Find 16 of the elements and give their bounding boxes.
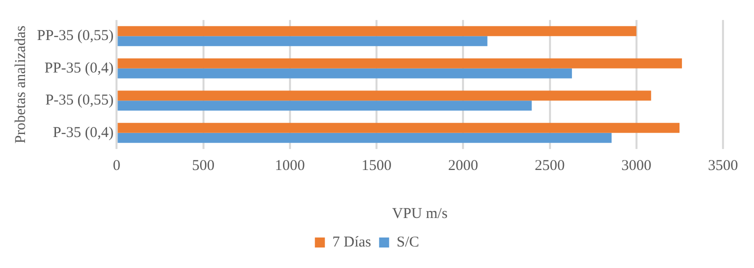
y-tick-label: PP-35 (0,55) [37, 28, 114, 44]
x-tick-label: 1500 [362, 158, 392, 174]
x-tick-label: 2500 [534, 158, 565, 174]
x-tick-label: 500 [192, 158, 215, 174]
y-tick-label: P-35 (0,55) [45, 92, 114, 109]
y-tick-label: PP-35 (0,4) [44, 60, 114, 76]
y-tick-label: P-35 (0,4) [52, 124, 114, 141]
x-tick-label: 3000 [621, 158, 652, 174]
x-axis-title: VPU m/s [392, 206, 448, 222]
y-axis-title: Probetas analizadas [12, 25, 29, 144]
x-tick-label: 0 [112, 158, 120, 174]
legend-label: 7 Días [332, 234, 372, 250]
x-tick-label: 3500 [708, 158, 738, 174]
legend-label: S/C [396, 234, 420, 250]
x-tick-label: 2000 [448, 158, 478, 174]
x-tick-label: 1000 [274, 158, 305, 174]
